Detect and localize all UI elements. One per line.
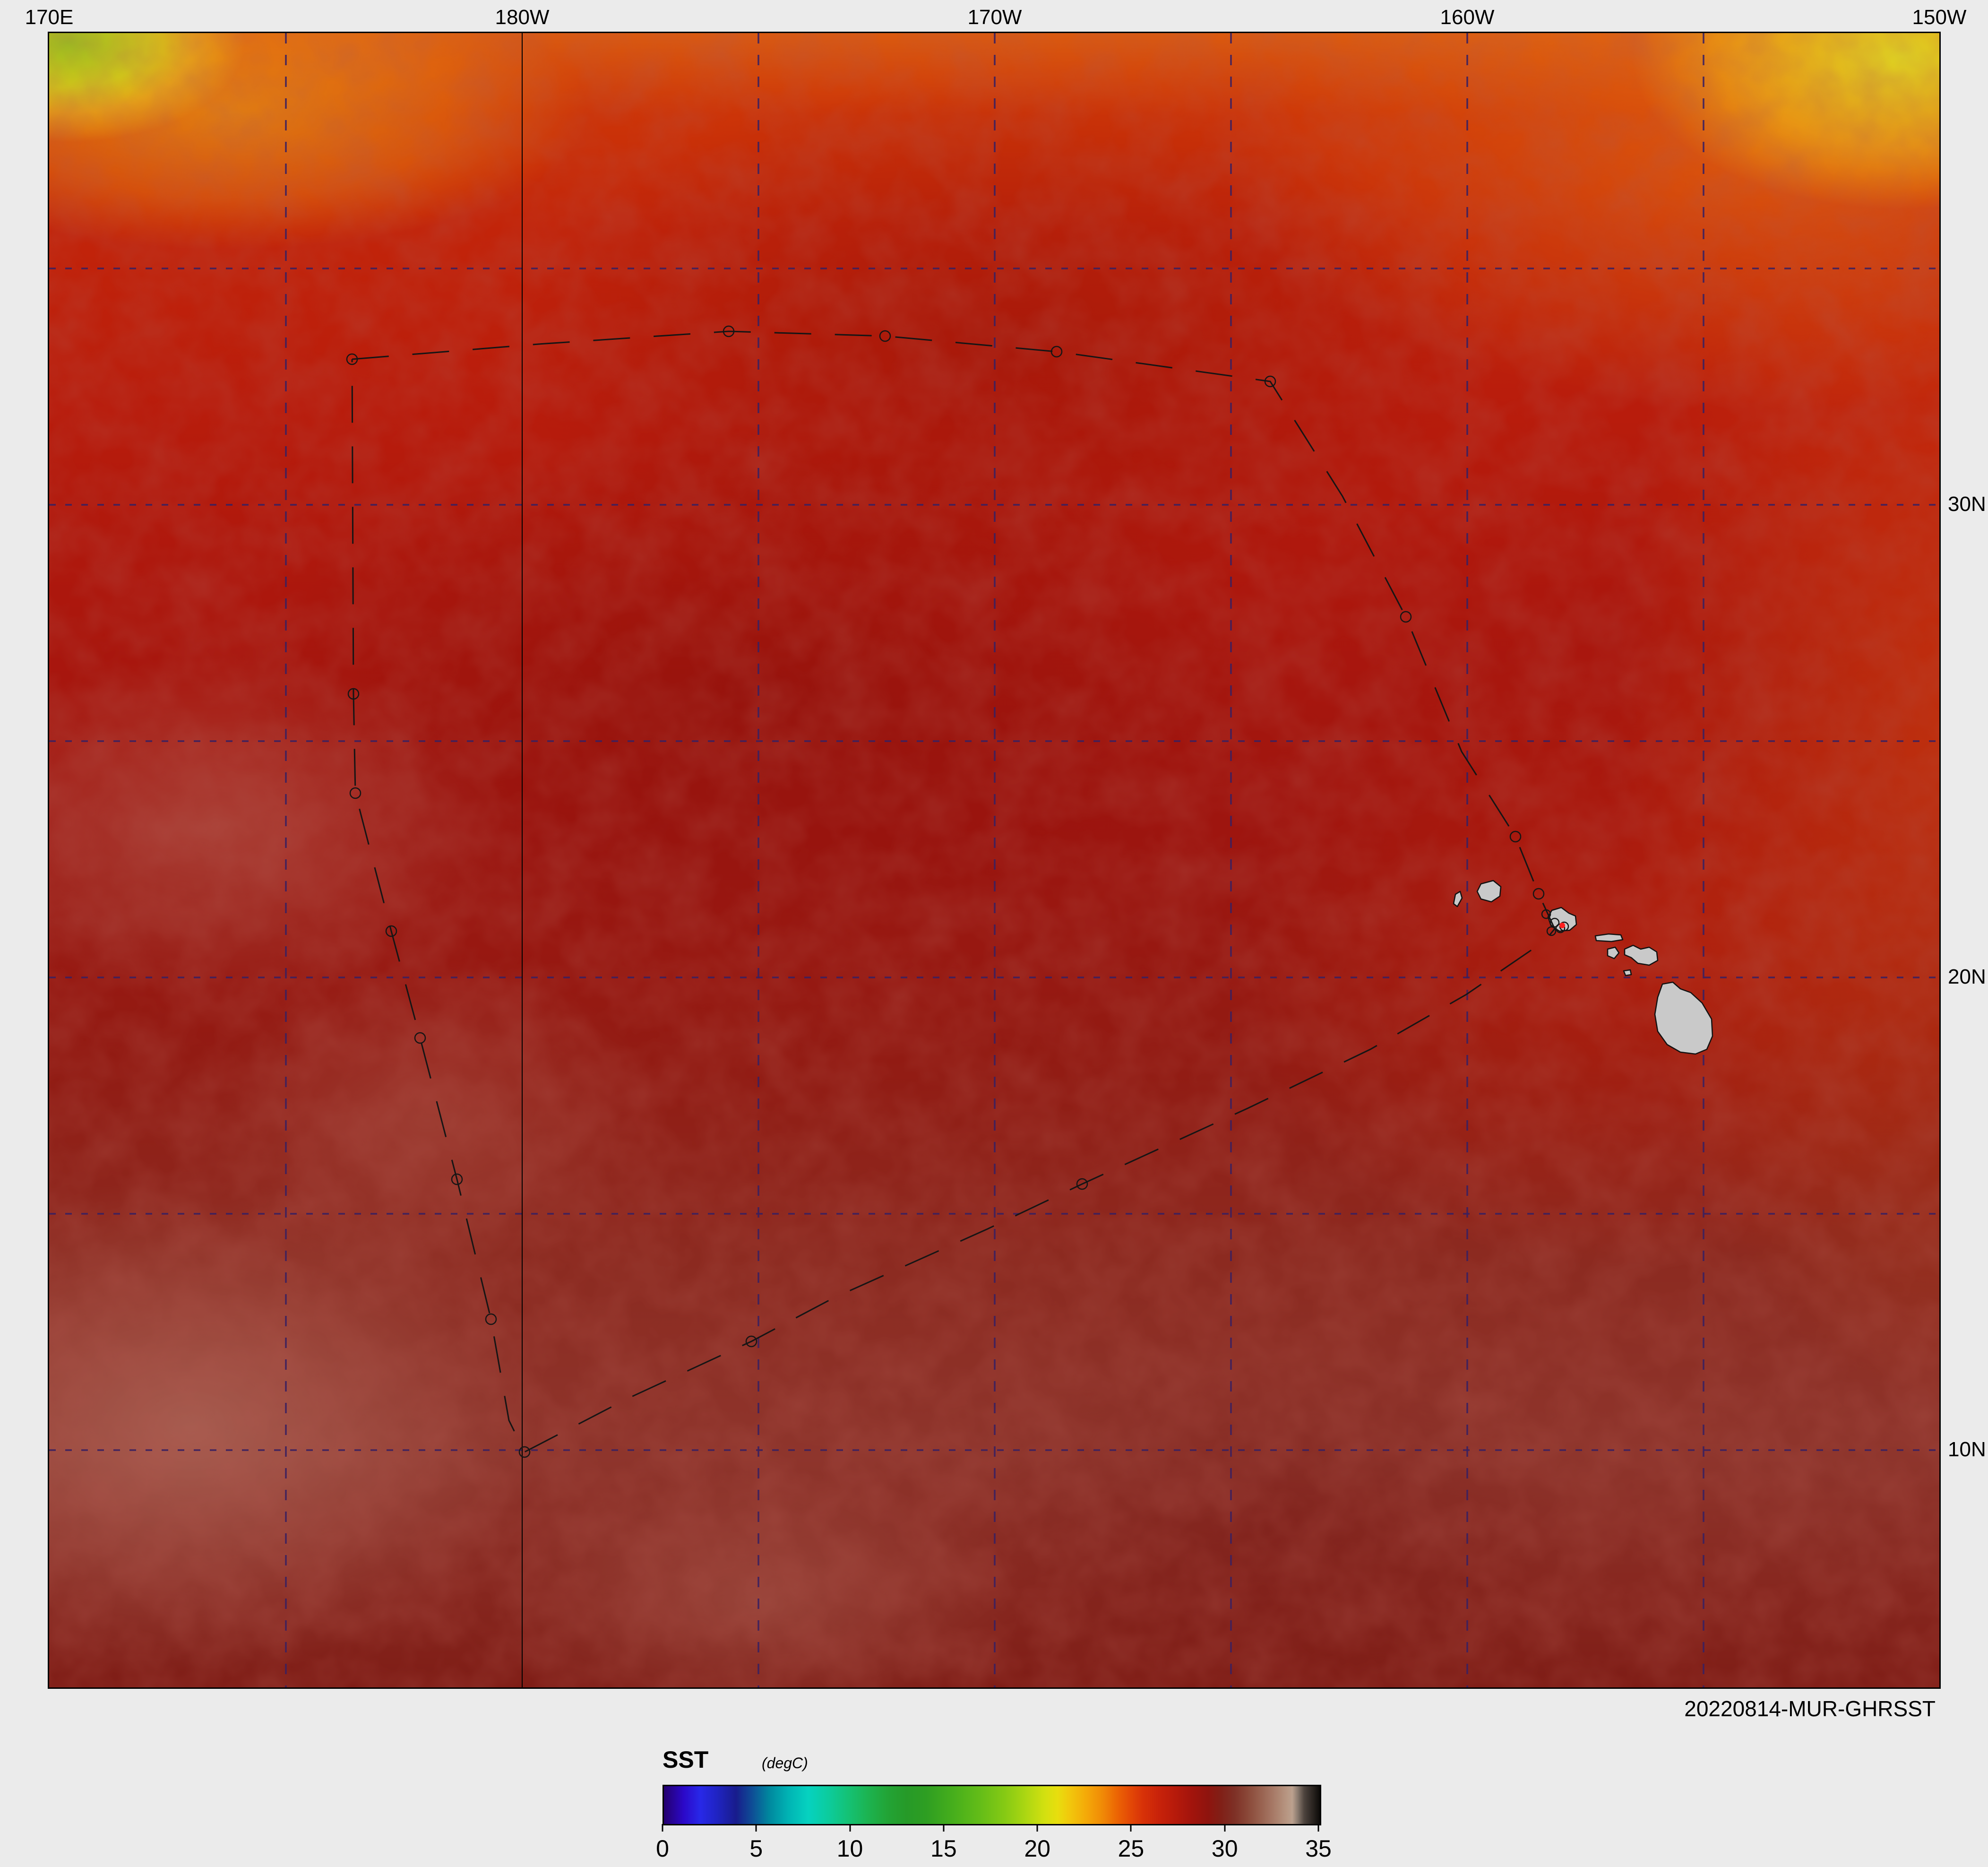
colorbar-tick-mark [849, 1824, 851, 1832]
colorbar-tick-mark [1317, 1824, 1319, 1832]
lon-tick-label: 170E [25, 6, 74, 29]
island-molokai [1594, 933, 1624, 942]
track-fix-marker [414, 1032, 426, 1044]
island-maui [1624, 944, 1659, 966]
storm-track-line [351, 330, 1556, 1453]
track-fix-marker [1549, 917, 1560, 928]
track-fix-marker [1264, 375, 1276, 388]
current-position-marker [1559, 923, 1565, 928]
colorbar-units: (degC) [762, 1755, 808, 1772]
track-fix-marker [451, 1173, 463, 1185]
colorbar-gradient [663, 1785, 1321, 1825]
track-fix-marker [518, 1446, 531, 1458]
track-fix-marker [1546, 926, 1557, 936]
track-fix-marker [1076, 1178, 1088, 1190]
track-fix-marker [485, 1313, 497, 1325]
colorbar-tick-mark [1036, 1824, 1038, 1832]
colorbar-tick-label: 10 [836, 1835, 863, 1862]
island-hawaii [1654, 981, 1713, 1055]
colorbar-tick-label: 30 [1211, 1835, 1238, 1862]
colorbar-tick-label: 5 [749, 1835, 763, 1862]
map-panel [48, 32, 1941, 1689]
track-fix-marker [745, 1335, 757, 1348]
colorbar-tick-label: 35 [1305, 1835, 1332, 1862]
island-oahu [1547, 907, 1577, 932]
colorbar-tick-label: 25 [1118, 1835, 1145, 1862]
colorbar-tick-mark [1224, 1824, 1226, 1832]
lat-tick-label: 10N [1948, 1438, 1986, 1461]
island-lanai [1607, 946, 1620, 959]
colorbar-tick-mark [755, 1824, 757, 1832]
colorbar-tick-mark [943, 1824, 945, 1832]
map-overlay-svg [49, 33, 1939, 1687]
track-fix-marker [1509, 830, 1522, 843]
colorbar-tick-mark [662, 1824, 663, 1832]
lon-tick-label: 170W [967, 6, 1022, 29]
lat-tick-label: 20N [1948, 965, 1986, 988]
colorbar-tick-mark [1130, 1824, 1132, 1832]
track-fix-marker [1532, 888, 1545, 900]
lon-tick-label: 150W [1912, 6, 1967, 29]
island-niihau [1453, 890, 1463, 908]
island-kauai [1476, 880, 1502, 903]
track-fix-marker [385, 925, 397, 937]
track-fix-marker [1541, 909, 1551, 919]
lon-tick-label: 160W [1440, 6, 1495, 29]
island-kahoolawe [1623, 969, 1632, 977]
lat-tick-label: 30N [1948, 493, 1986, 516]
track-fix-marker [347, 688, 360, 700]
colorbar-tick-label: 15 [930, 1835, 957, 1862]
track-fix-marker [346, 353, 358, 365]
track-fix-marker [1400, 611, 1412, 623]
track-fix-marker [723, 325, 735, 337]
colorbar-tick-label: 20 [1024, 1835, 1050, 1862]
colorbar-title: SST [663, 1746, 709, 1773]
colorbar-tick-label: 0 [656, 1835, 669, 1862]
track-fix-marker [879, 330, 891, 342]
track-fix-marker [349, 787, 361, 799]
track-fix-marker [1050, 346, 1063, 358]
lon-tick-label: 180W [495, 6, 550, 29]
dataset-caption: 20220814-MUR-GHRSST [1684, 1696, 1936, 1721]
